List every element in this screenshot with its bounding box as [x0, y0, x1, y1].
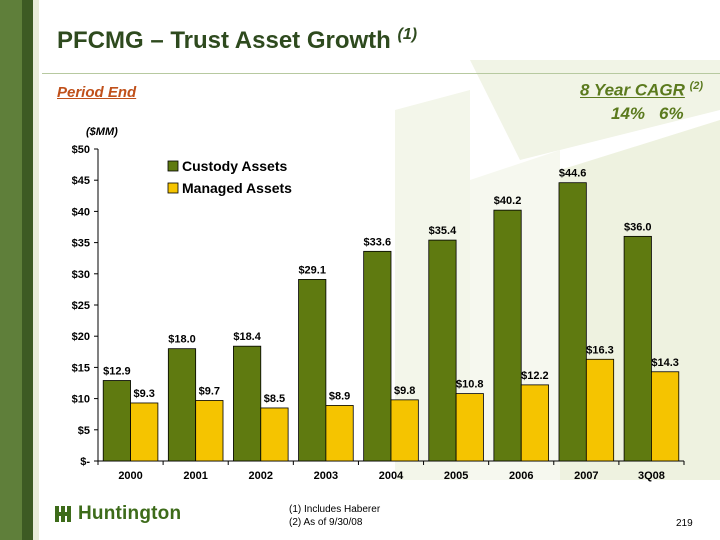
- x-tick-label: 2005: [444, 470, 468, 482]
- custody-bar: [233, 345, 262, 462]
- custody-data-label: $44.6: [559, 168, 587, 180]
- left-decor-bar-light: [33, 0, 39, 540]
- x-tick-label: 2006: [509, 470, 533, 482]
- cagr-values: 14% 6%: [611, 104, 698, 124]
- managed-data-label: $9.8: [394, 385, 415, 397]
- managed-bar: [651, 371, 680, 462]
- logo-text: Huntington: [78, 503, 182, 524]
- cagr-heading: 8 Year CAGR (2): [580, 80, 704, 100]
- custody-bar: [298, 279, 327, 462]
- y-tick-label: $25: [72, 300, 90, 312]
- x-tick-label: 2002: [249, 470, 273, 482]
- custody-data-label: $36.0: [624, 221, 652, 233]
- left-decor-bar: [0, 0, 22, 540]
- y-tick-label: $5: [78, 425, 90, 437]
- managed-data-label: $8.5: [264, 393, 285, 405]
- managed-bar: [520, 384, 549, 462]
- y-tick-label: $40: [72, 206, 90, 218]
- slide-title: PFCMG – Trust Asset Growth (1): [57, 26, 418, 54]
- cagr-managed-value: 6%: [659, 104, 684, 123]
- custody-data-label: $18.4: [233, 331, 261, 343]
- x-tick-label: 2001: [183, 470, 207, 482]
- left-decor-bar-dark: [22, 0, 33, 540]
- managed-data-label: $12.2: [521, 370, 549, 382]
- huntington-logo: Huntington: [54, 503, 181, 525]
- managed-data-label: $8.9: [329, 390, 350, 402]
- period-label: Period End: [57, 84, 137, 101]
- managed-bar: [195, 400, 224, 462]
- custody-bar: [167, 348, 197, 462]
- x-tick-label: 3Q08: [638, 470, 665, 482]
- y-tick-label: $45: [72, 175, 90, 187]
- custody-bar: [428, 239, 457, 462]
- managed-bar: [325, 405, 354, 462]
- footnote-2: (2) As of 9/30/08: [289, 517, 363, 528]
- legend-label-managed: Managed Assets: [182, 180, 292, 196]
- cagr-custody-value: 14%: [611, 104, 646, 123]
- legend-label-custody: Custody Assets: [182, 158, 288, 174]
- managed-bar: [130, 402, 159, 462]
- custody-data-label: $35.4: [429, 225, 457, 237]
- custody-data-label: $40.2: [494, 195, 522, 207]
- page-number: 219: [676, 518, 693, 529]
- x-tick-label: 2004: [379, 470, 404, 482]
- y-tick-label: $35: [72, 238, 90, 250]
- x-tick-label: 2003: [314, 470, 338, 482]
- y-tick-label: $20: [72, 331, 90, 343]
- custody-bar: [102, 380, 131, 462]
- y-tick-label: $50: [72, 144, 90, 156]
- footnotes: (1) Includes Haberer (2) As of 9/30/08: [289, 503, 380, 529]
- custody-bar: [623, 235, 652, 462]
- y-tick-label: $15: [72, 362, 90, 374]
- managed-data-label: $14.3: [651, 357, 679, 369]
- title-divider: [42, 73, 720, 74]
- managed-bar: [455, 393, 484, 462]
- custody-bar: [558, 182, 587, 462]
- unit-label: ($MM): [86, 126, 118, 138]
- footnote-1: (1) Includes Haberer: [289, 504, 381, 515]
- x-tick-label: 2000: [118, 470, 142, 482]
- managed-bar: [390, 399, 419, 462]
- custody-bar: [363, 250, 392, 462]
- y-tick-label: $10: [72, 394, 90, 406]
- managed-bar: [585, 358, 615, 462]
- x-tick-label: 2007: [574, 470, 598, 482]
- y-tick-label: $-: [80, 456, 90, 468]
- custody-data-label: $18.0: [168, 334, 196, 346]
- managed-data-label: $9.3: [134, 388, 155, 400]
- managed-data-label: $9.7: [199, 385, 220, 397]
- custody-data-label: $12.9: [103, 366, 131, 378]
- managed-data-label: $10.8: [456, 379, 484, 391]
- y-tick-label: $30: [72, 269, 90, 281]
- managed-bar: [260, 407, 289, 462]
- managed-data-label: $16.3: [586, 344, 614, 356]
- legend-swatch-managed: [167, 182, 179, 194]
- legend-swatch-custody: [167, 160, 179, 172]
- custody-data-label: $29.1: [298, 264, 326, 276]
- custody-bar: [493, 209, 522, 462]
- huntington-logo-icon: [55, 506, 71, 522]
- custody-data-label: $33.6: [364, 236, 392, 248]
